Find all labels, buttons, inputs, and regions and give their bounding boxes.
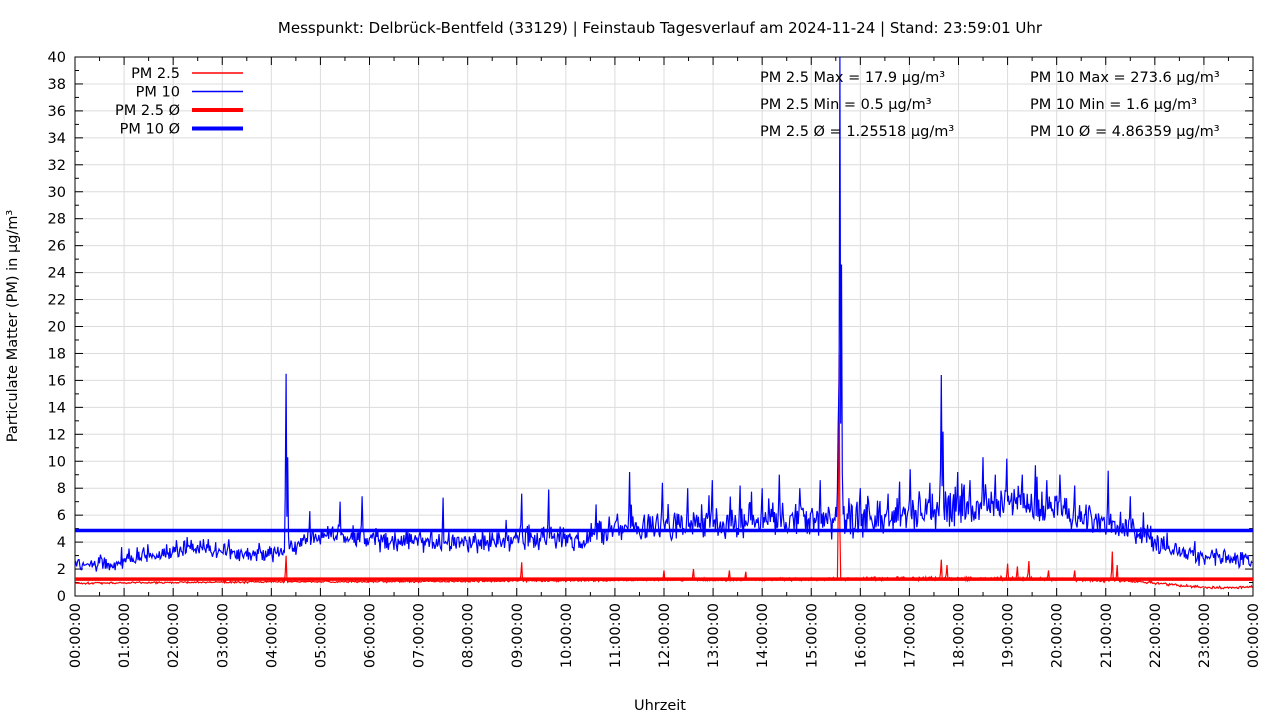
- y-tick-label: 32: [48, 158, 66, 174]
- y-tick-label: 6: [57, 508, 66, 524]
- x-axis-label: Uhrzeit: [634, 698, 686, 714]
- x-tick-label: 02:00:00: [166, 603, 182, 668]
- axis-ticks: [74, 56, 1254, 597]
- y-tick-label: 30: [48, 185, 66, 201]
- x-tick-label: 07:00:00: [412, 603, 428, 668]
- x-tick-label: 11:00:00: [608, 603, 624, 668]
- stat-pm25-min: PM 2.5 Min = 0.5 µg/m³: [760, 97, 932, 113]
- y-tick-label: 14: [48, 400, 66, 416]
- y-tick-label: 28: [48, 212, 66, 228]
- stat-pm10-min: PM 10 Min = 1.6 µg/m³: [1030, 97, 1197, 113]
- x-tick-label: 23:00:00: [1197, 603, 1213, 668]
- legend-label-pm25-avg: PM 2.5 Ø: [115, 103, 180, 119]
- y-tick-label: 22: [48, 293, 66, 309]
- y-tick-label: 10: [48, 454, 66, 470]
- y-tick-label: 26: [48, 239, 66, 255]
- y-tick-label: 18: [48, 346, 66, 362]
- x-tick-label: 14:00:00: [755, 603, 771, 668]
- x-tick-label: 19:00:00: [1001, 603, 1017, 668]
- x-tick-label: 10:00:00: [559, 603, 575, 668]
- y-tick-label: 2: [57, 562, 66, 578]
- y-tick-label: 24: [48, 266, 66, 282]
- y-tick-label: 38: [48, 77, 66, 93]
- x-tick-label: 01:00:00: [117, 603, 133, 668]
- legend-label-pm10: PM 10: [136, 85, 180, 101]
- y-tick-label: 16: [48, 373, 66, 389]
- stat-pm10-max: PM 10 Max = 273.6 µg/m³: [1030, 70, 1220, 86]
- stat-pm25-avg: PM 2.5 Ø = 1.25518 µg/m³: [760, 124, 954, 140]
- x-tick-label: 12:00:00: [657, 603, 673, 668]
- x-tick-label: 00:00:00: [1246, 603, 1262, 668]
- series-line-pm-10: [74, 56, 1253, 572]
- y-tick-label: 0: [57, 589, 66, 605]
- y-tick-label: 34: [48, 131, 66, 147]
- x-tick-label: 13:00:00: [706, 603, 722, 668]
- y-tick-label: 36: [48, 104, 66, 120]
- plot-area: 024681012141618202224262830323436384000:…: [48, 50, 1262, 668]
- x-tick-label: 16:00:00: [853, 603, 869, 668]
- x-tick-label: 18:00:00: [952, 603, 968, 668]
- x-tick-label: 03:00:00: [215, 603, 231, 668]
- x-tick-label: 22:00:00: [1148, 603, 1164, 668]
- legend-label-pm25: PM 2.5: [131, 66, 180, 82]
- y-tick-label: 40: [48, 50, 66, 66]
- x-tick-label: 21:00:00: [1099, 603, 1115, 668]
- y-tick-label: 20: [48, 320, 66, 336]
- chart-title: Messpunkt: Delbrück-Bentfeld (33129) | F…: [278, 19, 1043, 37]
- legend: PM 2.5 PM 10 PM 2.5 Ø PM 10 Ø: [115, 66, 243, 138]
- stat-pm25-max: PM 2.5 Max = 17.9 µg/m³: [760, 70, 945, 86]
- y-tick-label: 4: [57, 535, 66, 551]
- x-tick-label: 15:00:00: [804, 603, 820, 668]
- stat-pm10-avg: PM 10 Ø = 4.86359 µg/m³: [1030, 124, 1220, 140]
- y-tick-label: 12: [48, 427, 66, 443]
- x-tick-label: 06:00:00: [363, 603, 379, 668]
- x-tick-label: 00:00:00: [68, 603, 84, 668]
- x-tick-label: 08:00:00: [461, 603, 477, 668]
- x-tick-label: 04:00:00: [264, 603, 280, 668]
- x-tick-label: 17:00:00: [902, 603, 918, 668]
- legend-label-pm10-avg: PM 10 Ø: [120, 122, 180, 138]
- y-tick-label: 8: [57, 481, 66, 497]
- tick-labels: 024681012141618202224262830323436384000:…: [48, 50, 1262, 668]
- stats-block: PM 2.5 Max = 17.9 µg/m³ PM 2.5 Min = 0.5…: [760, 70, 1220, 140]
- x-tick-label: 20:00:00: [1050, 603, 1066, 668]
- x-tick-label: 05:00:00: [313, 603, 329, 668]
- x-tick-label: 09:00:00: [510, 603, 526, 668]
- y-axis-label: Particulate Matter (PM) in µg/m³: [5, 210, 21, 443]
